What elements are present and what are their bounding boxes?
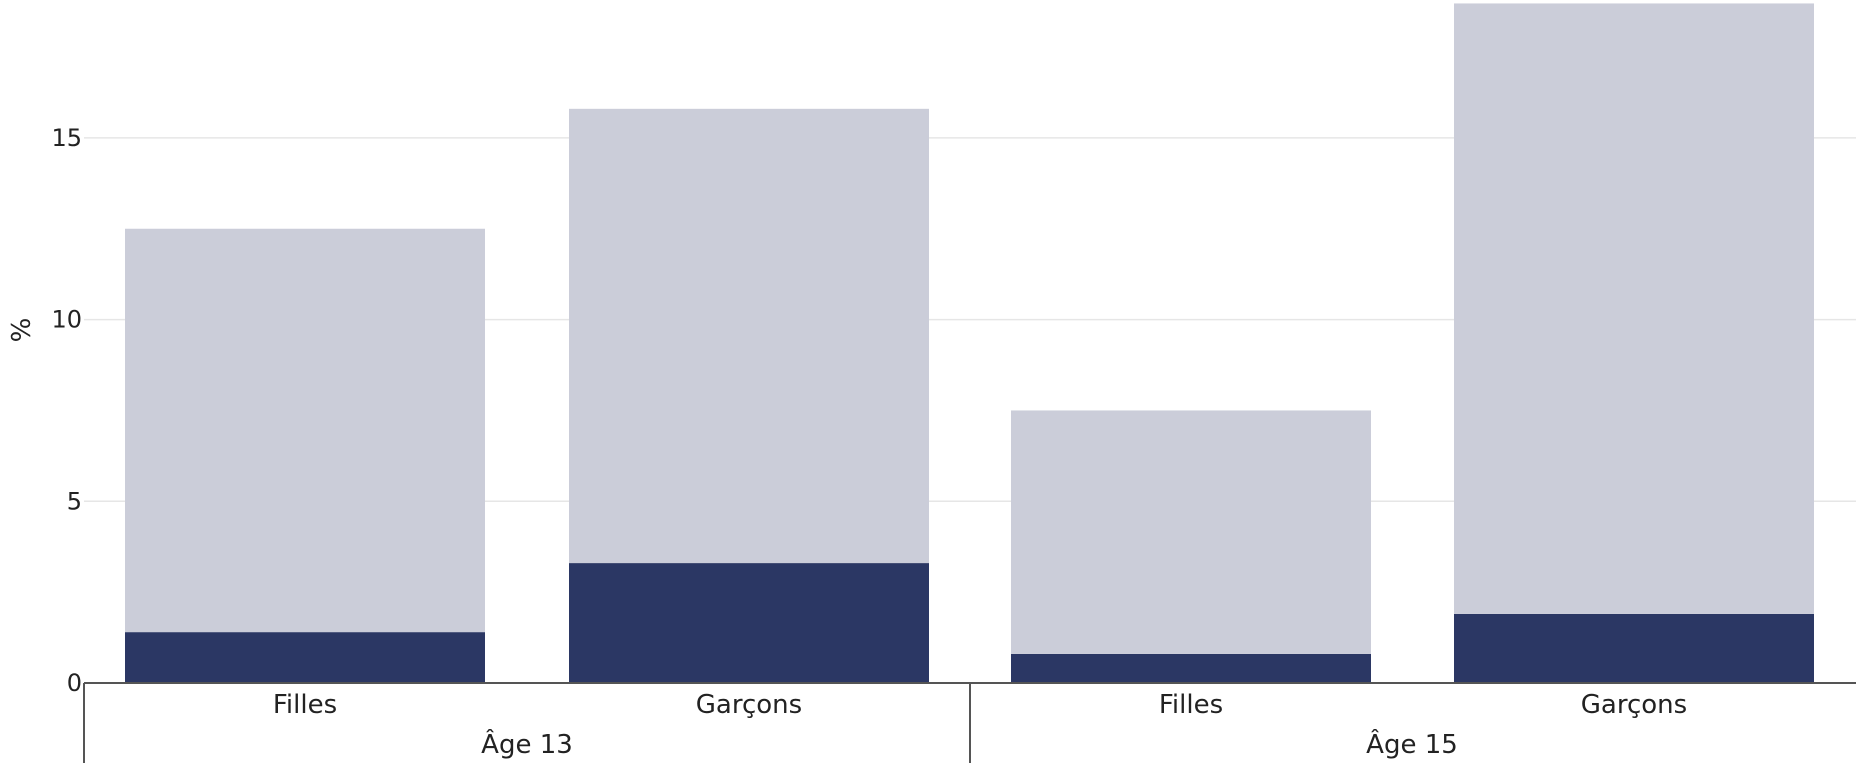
- x-group-label: Âge 13: [481, 728, 573, 760]
- labels: 0 5 10 15 Filles Garçons Filles Garçons Âge 13 Âg…: [51, 124, 1687, 760]
- x-category-label: Garçons: [1581, 690, 1687, 720]
- bar-dark-segment-1: [125, 632, 485, 683]
- y-tick-label: 0: [67, 669, 82, 697]
- y-axis-label: %: [7, 318, 37, 343]
- x-category-label: Filles: [273, 690, 337, 720]
- bar-light-segment-4: [1454, 3, 1814, 614]
- x-group-label: Âge 15: [1366, 728, 1458, 760]
- bar-light-segment-3: [1011, 410, 1371, 654]
- axes: [83, 682, 1856, 763]
- y-tick-label: 5: [67, 487, 82, 515]
- x-category-label: Garçons: [696, 690, 802, 720]
- bar-light-segment-2: [569, 108, 929, 564]
- y-tick-label: 10: [51, 306, 82, 334]
- bar-light-segment-1: [125, 228, 485, 633]
- bar-dark-segment-3: [1011, 653, 1371, 683]
- bar-dark-segment-2: [569, 563, 929, 683]
- bar-dark-segment-4: [1454, 613, 1814, 683]
- x-category-label: Filles: [1159, 690, 1223, 720]
- y-tick-label: 15: [51, 124, 82, 152]
- bars: [125, 3, 1814, 683]
